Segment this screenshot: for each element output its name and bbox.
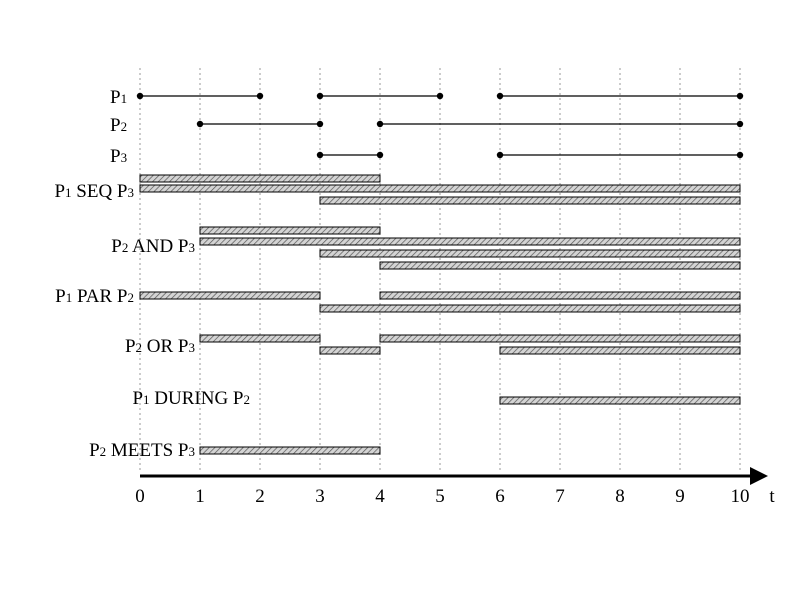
interval-bar — [199, 237, 741, 246]
operator-label-text: P — [111, 236, 122, 257]
segment-endpoint — [496, 151, 504, 159]
segment-endpoint — [196, 120, 204, 128]
interval-bar — [379, 291, 741, 300]
segment-endpoint — [376, 120, 384, 128]
axis-tick-label: 8 — [615, 486, 625, 507]
interval-bar — [319, 346, 381, 355]
operator-label-text: DURING P — [150, 388, 244, 409]
axis-label: t — [769, 486, 775, 507]
segment-endpoint — [436, 92, 444, 100]
interval-bar — [199, 226, 381, 235]
operator-label-subscript: 1 — [65, 185, 72, 200]
operator-label-subscript: 2 — [136, 340, 143, 355]
interval-bar — [379, 261, 741, 270]
segment-endpoint — [136, 92, 144, 100]
operator-label: P1 SEQ P3 — [54, 181, 134, 202]
operator-label: P1 DURING P2 — [132, 388, 250, 409]
operator-label-subscript: 1 — [143, 392, 150, 407]
interval-bar — [199, 334, 321, 343]
process-label-subscript: 1 — [121, 91, 128, 106]
process-label: P3 — [110, 146, 127, 167]
process-label-subscript: 2 — [121, 119, 128, 134]
interval-bar — [139, 174, 381, 183]
operator-label-subscript: 3 — [189, 340, 196, 355]
operator-label-subscript: 3 — [128, 185, 135, 200]
process-label-main: P — [110, 87, 121, 108]
process-label-main: P — [110, 146, 121, 167]
axis-tick-label: 7 — [555, 486, 565, 507]
process-label: P2 — [110, 115, 127, 136]
process-label-main: P — [110, 115, 121, 136]
axis-tick-label: 9 — [675, 486, 685, 507]
operator-label-text: PAR P — [72, 286, 127, 307]
operator-label-text: P — [132, 388, 143, 409]
axis-tick-label: 5 — [435, 486, 445, 507]
operator-label-subscript: 2 — [244, 392, 251, 407]
axis-tick-label: 4 — [375, 486, 385, 507]
interval-bar — [139, 291, 321, 300]
axis-tick-label: 2 — [255, 486, 265, 507]
operator-label-text: P — [89, 440, 100, 461]
interval-bar — [199, 446, 381, 455]
operator-label-text: P — [55, 286, 66, 307]
operator-label: P2 AND P3 — [111, 236, 195, 257]
segment-endpoint — [736, 120, 744, 128]
process-label-subscript: 3 — [121, 150, 128, 165]
operator-label-text: AND P — [128, 236, 188, 257]
segment-endpoint — [496, 92, 504, 100]
operator-label-text: P — [54, 181, 65, 202]
axis-tick-label: 10 — [731, 486, 750, 507]
interval-bar — [319, 249, 741, 258]
operator-label-text: SEQ P — [72, 181, 128, 202]
interval-bar — [319, 304, 741, 313]
segment-endpoint — [376, 151, 384, 159]
segment-endpoint — [736, 151, 744, 159]
operator-label-subscript: 1 — [66, 290, 73, 305]
operator-label-text: MEETS P — [106, 440, 188, 461]
interval-bar — [499, 346, 741, 355]
segment-endpoint — [316, 92, 324, 100]
operator-label: P2 MEETS P3 — [89, 440, 195, 461]
interval-bar — [139, 184, 741, 193]
process-label: P1 — [110, 87, 127, 108]
segment-endpoint — [736, 92, 744, 100]
segment-endpoint — [256, 92, 264, 100]
operator-label-text: P — [125, 336, 136, 357]
operator-label-subscript: 3 — [189, 444, 196, 459]
axis-tick-label: 3 — [315, 486, 325, 507]
interval-bar — [319, 196, 741, 205]
axis-tick-label: 0 — [135, 486, 145, 507]
axis-arrow — [750, 467, 768, 485]
time-axis: 0 1 2 3 4 5 6 7 8 9 10 t — [135, 467, 775, 507]
axis-tick-label: 6 — [495, 486, 505, 507]
operator-label: P2 OR P3 — [125, 336, 195, 357]
operator-label-subscript: 3 — [189, 240, 196, 255]
operator-label: P1 PAR P2 — [55, 286, 134, 307]
operator-label-subscript: 2 — [122, 240, 129, 255]
interval-bar — [379, 334, 741, 343]
operator-label-subscript: 2 — [128, 290, 135, 305]
operator-label-text: OR P — [142, 336, 188, 357]
interval-bar — [499, 396, 741, 405]
segment-endpoint — [316, 120, 324, 128]
axis-tick-label: 1 — [195, 486, 205, 507]
operator-label-subscript: 2 — [100, 444, 107, 459]
segment-endpoint — [316, 151, 324, 159]
